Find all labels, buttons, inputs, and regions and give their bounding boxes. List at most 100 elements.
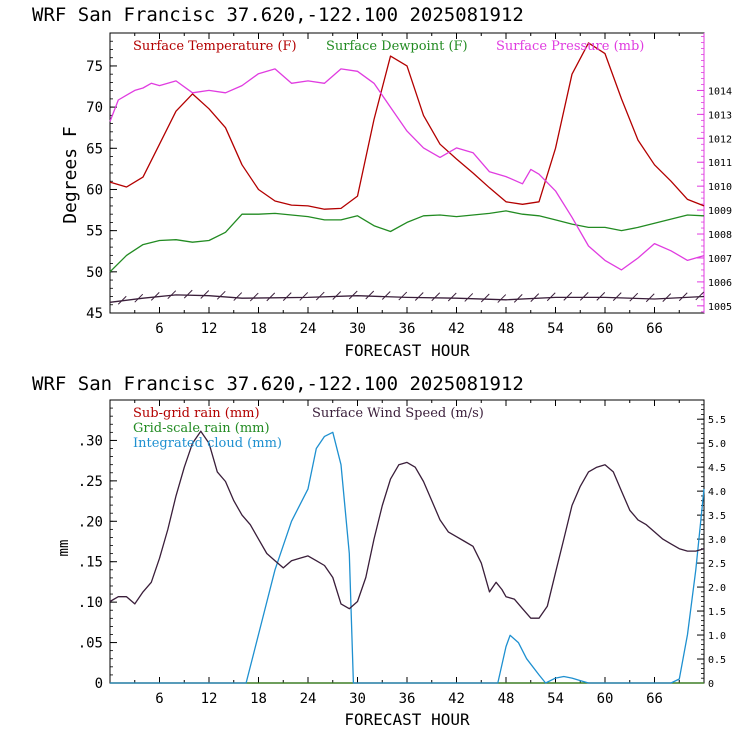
y2-tick-label: 2.5 [708, 559, 726, 570]
wind-barb [299, 292, 309, 301]
x-tick-label: 12 [201, 321, 218, 337]
y2-tick-label: 1013 [708, 110, 732, 121]
y2-tick-label: 0 [708, 679, 714, 690]
y2-tick-label: 1005 [708, 302, 732, 313]
y-tick-label: .15 [78, 555, 103, 571]
x-tick-label: 66 [646, 321, 663, 337]
y2-tick-label: 1012 [708, 134, 732, 145]
precip-wind-panel: WRF San Francisc 37.620,-122.100 2025081… [32, 373, 726, 729]
wind-barb [497, 294, 507, 303]
panel-1-title: WRF San Francisc 37.620,-122.100 2025081… [32, 4, 524, 26]
wind-barb [464, 293, 474, 302]
y2-tick-label: 1.0 [708, 631, 726, 642]
panel-2-y-axis-title: mm [56, 540, 72, 557]
y-tick-label: .05 [78, 636, 103, 652]
x-tick-label: 36 [399, 691, 416, 707]
wind-barb [546, 292, 556, 302]
y2-tick-label: 1.5 [708, 607, 726, 618]
series-line-3 [109, 430, 705, 619]
x-tick-label: 24 [300, 691, 317, 707]
wind-barb [183, 289, 193, 299]
y2-tick-label: 5.0 [708, 439, 726, 450]
y2-tick-label: 1011 [708, 158, 732, 169]
panel-2-x-axis: 6 12 18 24 30 36 42 48 54 60 66 [134, 400, 680, 707]
legend-surface-pressure: Surface Pressure (mb) [496, 39, 644, 54]
x-tick-label: 48 [498, 321, 515, 337]
series-line-2 [109, 68, 705, 271]
panel-1-y-axis-title: Degrees F [60, 126, 81, 224]
panel-2-x-axis-title: FORECAST HOUR [344, 710, 470, 729]
y2-tick-label: 0.5 [708, 655, 726, 666]
y2-tick-label: 5.5 [708, 415, 726, 426]
wind-barbs [109, 289, 705, 305]
wind-barb [282, 292, 292, 302]
y-tick-label: .20 [78, 514, 103, 530]
temperature-panel: WRF San Francisc 37.620,-122.100 2025081… [32, 4, 732, 360]
wind-barb [596, 291, 606, 301]
panel-1-series [109, 42, 705, 273]
y-tick-label: 45 [86, 306, 103, 322]
y2-tick-label: 1007 [708, 254, 732, 265]
y2-tick-label: 2.0 [708, 583, 726, 594]
wind-barb [348, 290, 358, 300]
wind-barb [695, 291, 705, 301]
wind-barb [398, 291, 408, 301]
wind-barb [612, 292, 622, 301]
wind-barb [315, 291, 325, 301]
y-tick-label: 0 [95, 676, 103, 692]
x-tick-label: 66 [646, 691, 663, 707]
wind-barb [117, 295, 127, 305]
panel-1-frame [109, 32, 705, 314]
wind-barb-curve [109, 294, 705, 303]
panel-2-series [109, 430, 705, 684]
wind-barb [678, 292, 688, 302]
y-tick-label: 50 [86, 265, 103, 281]
y-tick-label: .10 [78, 595, 103, 611]
x-tick-label: 30 [349, 321, 366, 337]
x-tick-label: 48 [498, 691, 515, 707]
wind-barb [480, 293, 490, 303]
panel-1-right-axis: 1005 1006 1007 1008 1009 1010 1011 1012 1013 1014 [697, 33, 732, 313]
wind-barb [414, 292, 424, 301]
y-tick-label: 70 [86, 100, 103, 116]
legend-surface-dewpoint: Surface Dewpoint (F) [326, 39, 468, 54]
wind-barb [431, 292, 441, 302]
panel-1-left-axis: 45 50 55 60 65 70 75 [86, 32, 117, 322]
y2-tick-label: 4.0 [708, 487, 726, 498]
series-line-2 [110, 431, 705, 684]
legend-integrated-cloud: Integrated cloud (mm) [133, 436, 282, 451]
wind-barb [266, 292, 276, 302]
x-tick-label: 18 [250, 321, 267, 337]
panel-2-right-axis: 0 0.5 1.0 1.5 2.0 2.5 3.0 3.5 4.0 4.5 5.0 5.5 [697, 399, 726, 690]
y2-tick-label: 1010 [708, 182, 732, 193]
y2-tick-label: 1008 [708, 230, 732, 241]
x-tick-label: 30 [349, 691, 366, 707]
y-tick-label: .25 [78, 474, 103, 490]
wind-barb [134, 293, 144, 303]
legend-sub-grid-rain: Sub-grid rain (mm) [133, 406, 260, 421]
panel-2-title: WRF San Francisc 37.620,-122.100 2025081… [32, 373, 524, 395]
legend-surface-temperature: Surface Temperature (F) [133, 39, 297, 54]
wind-barb [365, 290, 375, 300]
panel-2-left-axis: 0 .05 .10 .15 .20 .25 .30 [78, 399, 117, 692]
wind-barb [216, 290, 226, 300]
y2-tick-label: 1009 [708, 206, 732, 217]
x-tick-label: 42 [448, 691, 465, 707]
wind-barb [579, 291, 589, 301]
legend-surface-wind-speed: Surface Wind Speed (m/s) [312, 406, 484, 421]
x-tick-label: 24 [300, 321, 317, 337]
x-tick-label: 54 [547, 691, 564, 707]
x-tick-label: 60 [597, 321, 614, 337]
x-tick-label: 36 [399, 321, 416, 337]
x-tick-label: 54 [547, 321, 564, 337]
wind-barb [662, 293, 672, 302]
wind-barb [150, 291, 160, 301]
y-tick-label: 75 [86, 59, 103, 75]
series-line-1 [109, 210, 705, 273]
y2-tick-label: 3.5 [708, 511, 726, 522]
wind-barb [233, 292, 243, 301]
x-tick-label: 60 [597, 691, 614, 707]
wind-barb [200, 290, 210, 299]
y2-tick-label: 4.5 [708, 463, 726, 474]
